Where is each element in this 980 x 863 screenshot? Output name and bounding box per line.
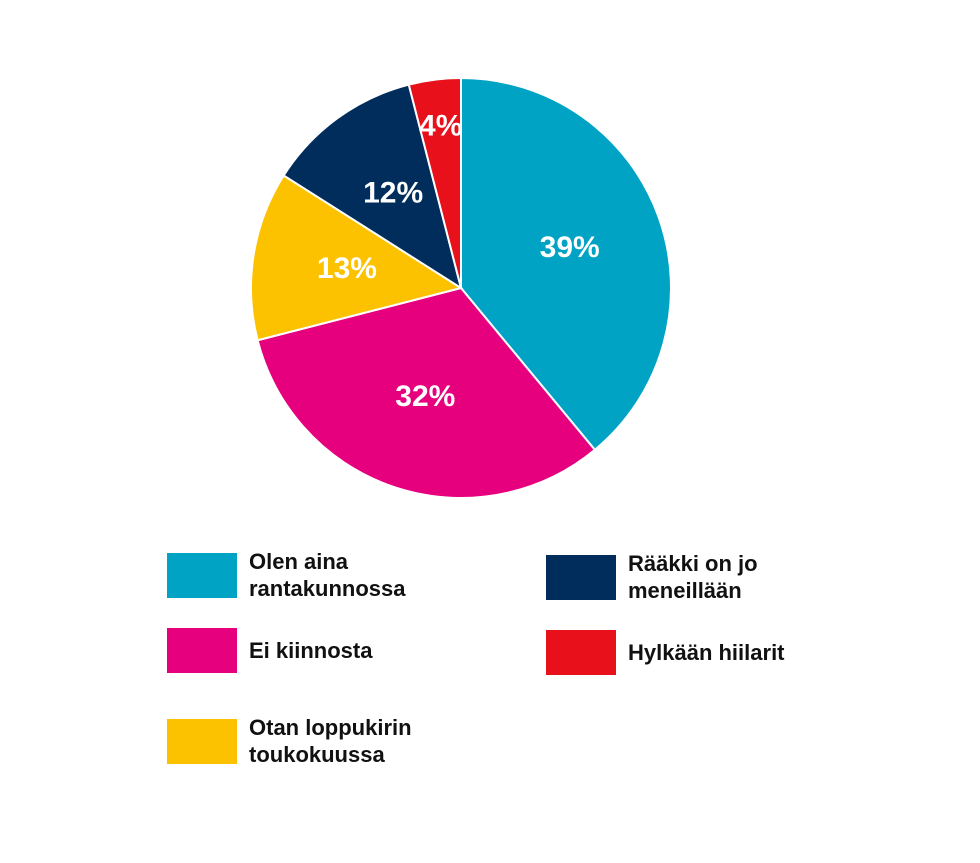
data-label: 13% [317,252,377,285]
legend-item: Olen aina rantakunnossa [167,548,459,602]
legend-item: Otan loppukirin toukokuussa [167,714,459,768]
legend-label: Rääkki on jo meneillään [628,551,758,603]
legend-swatch [167,718,237,764]
legend-swatch [546,630,616,675]
data-label: 12% [363,176,423,209]
legend-swatch [167,628,237,673]
pie-slice [250,174,464,342]
legend-item: Ei kiinnosta [167,628,459,673]
pie-slice [282,83,463,291]
legend-swatch [546,554,616,600]
data-label: 4% [419,109,462,142]
data-label: 32% [395,380,455,413]
legend-swatch [167,552,237,598]
pie-slice [256,286,597,499]
legend-item: Hylkään hiilarit [546,630,848,675]
legend-item: Rääkki on jo meneillään [546,550,828,604]
pie-slice [460,76,672,452]
legend-label: Olen aina rantakunnossa [249,549,406,601]
pie-chart: 39% 32% 13% 12% 4% [250,76,672,499]
pie-slice [407,76,462,289]
legend-label: Hylkään hiilarit [628,640,785,665]
legend-label: Ei kiinnosta [249,638,373,663]
data-label: 39% [540,231,600,264]
legend-label: Otan loppukirin toukokuussa [249,715,412,767]
